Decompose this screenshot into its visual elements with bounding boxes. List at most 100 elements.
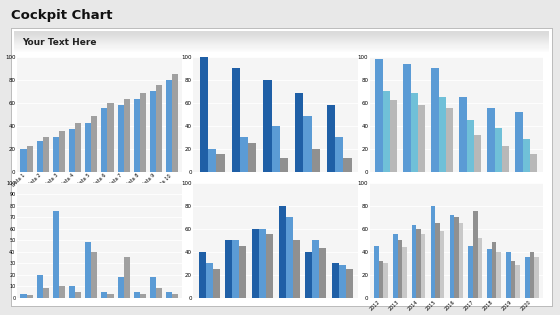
Bar [36,140,43,172]
Bar [469,246,473,298]
Bar [466,120,474,172]
Bar [439,97,446,172]
Bar [166,292,172,298]
Bar [473,211,478,298]
Bar [280,158,288,172]
Bar [506,252,511,298]
Bar [14,36,549,37]
Bar [199,252,206,298]
Bar [101,108,108,172]
Bar [14,50,549,51]
Bar [295,94,304,172]
Bar [459,97,466,172]
Bar [402,247,407,298]
Bar [14,32,549,33]
Bar [435,223,440,298]
Bar [156,85,162,172]
Bar [305,252,312,298]
Bar [511,261,515,298]
Bar [172,74,179,172]
Bar [166,80,172,172]
Bar [383,91,390,172]
Bar [487,249,492,298]
Bar [14,38,549,39]
Bar [232,240,239,298]
Bar [440,231,444,298]
Bar [14,33,549,34]
Bar [379,261,383,298]
Bar [412,225,417,298]
Bar [411,94,418,172]
Bar [101,292,108,298]
Bar [454,217,459,298]
Bar [319,248,326,298]
Bar [14,42,549,43]
Bar [14,47,549,48]
Bar [118,277,124,298]
Bar [156,289,162,298]
Bar [43,137,49,172]
Bar [14,35,549,36]
Bar [502,146,509,172]
Bar [266,234,273,298]
Bar [59,131,65,172]
Bar [240,137,248,172]
Bar [14,46,549,47]
Bar [474,135,481,172]
Bar [292,240,300,298]
Bar [487,108,495,172]
Bar [69,286,75,298]
Bar [53,137,59,172]
Bar [335,137,343,172]
Bar [417,229,421,298]
Bar [14,43,549,44]
Bar [304,117,312,172]
Bar [14,41,549,42]
Bar [118,105,124,172]
Bar [515,112,523,172]
Bar [150,277,156,298]
Bar [398,240,402,298]
Bar [390,100,398,172]
Bar [530,154,537,172]
Bar [172,294,179,298]
Bar [431,68,439,172]
Bar [36,275,43,298]
Bar [213,269,220,298]
Bar [312,149,320,172]
Bar [14,48,549,49]
Bar [259,229,266,298]
Bar [478,238,482,298]
Bar [523,140,530,172]
Bar [208,149,216,172]
Bar [418,105,426,172]
Bar [279,206,286,298]
Bar [108,294,114,298]
Bar [200,57,208,172]
Bar [53,211,59,298]
Bar [26,146,32,172]
Bar [232,68,240,172]
Bar [91,117,97,172]
Bar [134,292,140,298]
Bar [530,252,534,298]
Bar [108,103,114,172]
Bar [374,246,379,298]
Bar [150,91,156,172]
Bar [252,229,259,298]
Bar [534,257,539,298]
Bar [496,252,501,298]
Bar [312,240,319,298]
Bar [272,126,280,172]
Bar [459,223,463,298]
Bar [525,257,530,298]
Bar [431,206,435,298]
Bar [14,37,549,38]
Bar [14,44,549,46]
Bar [239,246,246,298]
Bar [393,234,398,298]
Bar [140,294,146,298]
Text: Cockpit Chart: Cockpit Chart [11,9,113,22]
Bar [85,243,91,298]
Bar [14,49,549,50]
